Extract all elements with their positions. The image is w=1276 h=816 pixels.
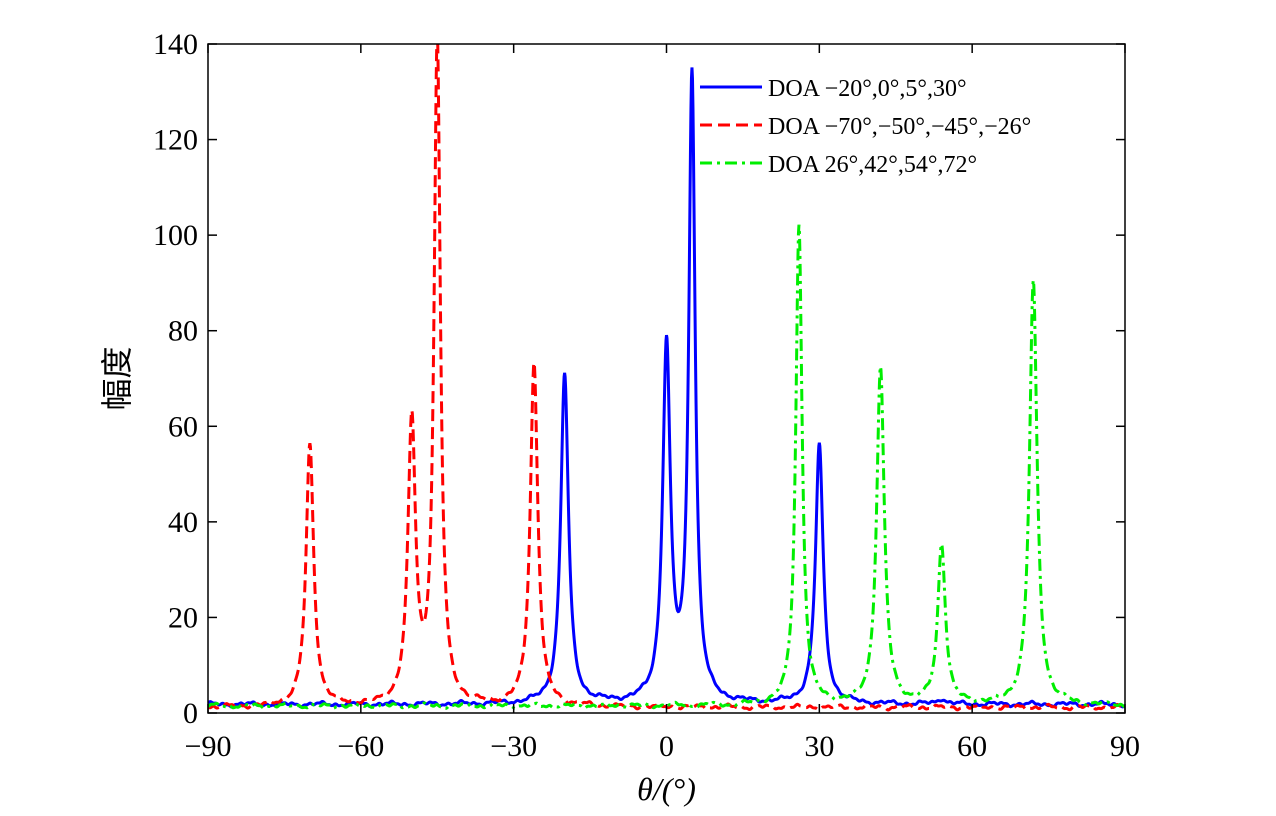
y-tick-label: 0 (183, 697, 198, 730)
y-axis-title: 幅度 (99, 346, 135, 410)
axes-frame (207, 43, 1126, 714)
y-tick-label: 60 (168, 410, 198, 443)
x-tick-label: 60 (957, 730, 987, 763)
y-tick-label: 140 (153, 28, 198, 61)
x-tick-label: 0 (659, 730, 674, 763)
y-tick-label: 100 (153, 219, 198, 252)
legend-label-3: DOA 26°,42°,54°,72° (768, 152, 977, 178)
x-tick-label: 30 (804, 730, 834, 763)
y-tick-label: 20 (168, 601, 198, 634)
x-tick-label: −60 (337, 730, 384, 763)
x-axis-title: θ/(°) (637, 771, 696, 807)
y-tick-label: 40 (168, 506, 198, 539)
y-tick-label: 120 (153, 124, 198, 157)
axis-ticks: −90 −60 −30 0 30 60 90 0 20 40 60 80 100 120 140 (153, 28, 1140, 763)
legend: DOA −20°,0°,5°,30° DOA −70°,−50°,−45°,−26… (700, 76, 1031, 178)
x-tick-label: −90 (185, 730, 232, 763)
legend-label-1: DOA −20°,0°,5°,30° (768, 76, 967, 102)
x-tick-label: 90 (1110, 730, 1140, 763)
y-tick-label: 80 (168, 315, 198, 348)
legend-label-2: DOA −70°,−50°,−45°,−26° (768, 114, 1031, 140)
series-line-1 (208, 67, 1125, 709)
x-tick-label: −30 (490, 730, 537, 763)
series-line-3 (208, 224, 1125, 710)
